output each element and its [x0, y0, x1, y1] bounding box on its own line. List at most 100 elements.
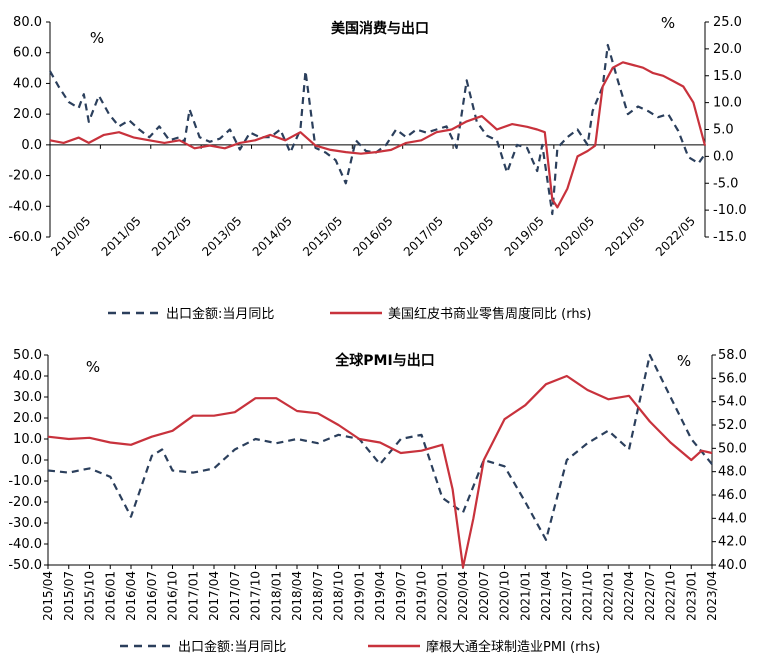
top-right-tick-label: 20.0 [713, 42, 742, 57]
top-right-tick-label: -5.0 [713, 176, 738, 191]
bottom-right-tick-label: 40.0 [718, 558, 747, 573]
top-left-tick-label: 80.0 [13, 15, 42, 30]
top-left-tick-label: -40.0 [8, 199, 42, 214]
legend-redbook-label: 美国红皮书商业零售周度同比 (rhs) [388, 306, 591, 322]
bottom-right-tick-label: 52.0 [718, 418, 747, 433]
top-right-tick-label: 0.0 [713, 149, 734, 164]
top-right-tick-label: -10.0 [713, 203, 747, 218]
bottom-x-tick-label: 2016/04 [124, 571, 138, 621]
bottom-legend: 出口金额:当月同比 摩根大通全球制造业PMI (rhs) [120, 639, 600, 655]
bottom-x-tick-label: 2015/07 [62, 571, 76, 621]
top-right-unit: % [661, 14, 675, 32]
bottom-right-tick-label: 46.0 [718, 488, 747, 503]
bottom-x-tick-label: 2015/10 [83, 571, 97, 621]
bottom-left-tick-label: -20.0 [8, 495, 42, 510]
bottom-x-tick-label: 2022/01 [601, 571, 615, 621]
top-x-tick-label: 2010/05 [48, 214, 93, 259]
top-left-tick-label: 40.0 [13, 76, 42, 91]
bottom-right-tick-label: 58.0 [718, 348, 747, 363]
top-x-tick-label: 2014/05 [250, 214, 295, 259]
bottom-x-tick-label: 2019/04 [373, 571, 387, 621]
bottom-right-tick-label: 42.0 [718, 535, 747, 550]
bottom-x-tick-label: 2018/04 [290, 571, 304, 621]
top-left-unit: % [90, 29, 104, 47]
top-right-tick-label: 10.0 [713, 96, 742, 111]
top-export-series-line [49, 43, 706, 216]
top-x-tick-label: 2018/05 [451, 214, 496, 259]
bottom-x-tick-label: 2020/10 [498, 571, 512, 621]
top-left-tick-label: 20.0 [13, 107, 42, 122]
bottom-x-tick-label: 2019/07 [394, 571, 408, 621]
top-x-tick-label: 2011/05 [99, 214, 144, 259]
bottom-x-tick-label: 2023/01 [684, 571, 698, 621]
top-x-tick-label: 2021/05 [602, 214, 647, 259]
bottom-right-tick-label: 56.0 [718, 371, 747, 386]
bottom-x-tick-label: 2017/07 [228, 571, 242, 621]
bottom-chart-title: 全球PMI与出口 [334, 352, 434, 369]
bottom-x-tick-label: 2021/10 [581, 571, 595, 621]
bottom-left-tick-label: 50.0 [13, 348, 42, 363]
bottom-left-tick-label: 20.0 [13, 411, 42, 426]
top-x-tick-label: 2016/05 [351, 214, 396, 259]
global-pmi-export-chart: 全球PMI与出口 % % 50.0 40.0 30.0 20.0 10.0 0.0 -10.… [8, 348, 747, 621]
top-x-tick-label: 2015/05 [300, 214, 345, 259]
top-x-tick-label: 2020/05 [552, 214, 597, 259]
legend-pmi-label: 摩根大通全球制造业PMI (rhs) [426, 639, 600, 655]
bottom-x-tick-label: 2016/10 [166, 571, 180, 621]
bottom-right-tick-label: 50.0 [718, 441, 747, 456]
bottom-left-tick-label: -30.0 [8, 516, 42, 531]
top-left-tick-label: 60.0 [13, 46, 42, 61]
bottom-left-tick-label: 30.0 [13, 390, 42, 405]
top-x-tick-label: 2022/05 [653, 214, 698, 259]
legend-export-label: 出口金额:当月同比 [166, 306, 274, 322]
bottom-x-tick-label: 2016/01 [103, 571, 117, 621]
bottom-x-tick-label: 2021/01 [518, 571, 532, 621]
bottom-left-tick-label: -50.0 [8, 558, 42, 573]
top-right-tick-label: 15.0 [713, 69, 742, 84]
us-consumption-export-chart: 美国消费与出口 % % 80.0 60.0 40.0 20.0 0.0 -20.0 -40.… [8, 14, 746, 259]
bottom-x-tick-label: 2018/01 [269, 571, 283, 621]
bottom-x-tick-label: 2017/01 [186, 571, 200, 621]
top-x-tick-label: 2017/05 [401, 214, 446, 259]
bottom-x-tick-label: 2022/10 [664, 571, 678, 621]
bottom-x-tick-label: 2020/07 [477, 571, 491, 621]
bottom-x-tick-label: 2020/01 [435, 571, 449, 621]
bottom-right-unit: % [677, 352, 691, 370]
bottom-x-tick-label: 2020/04 [456, 571, 470, 621]
bottom-x-tick-label: 2018/10 [332, 571, 346, 621]
bottom-left-tick-label: 40.0 [13, 369, 42, 384]
top-right-tick-label: -15.0 [713, 230, 747, 245]
bottom-export-series-line [47, 353, 713, 541]
bottom-x-tick-label: 2021/07 [560, 571, 574, 621]
bottom-pmi-series-line [47, 374, 713, 569]
bottom-x-tick-label: 2022/04 [622, 571, 636, 621]
top-legend: 出口金额:当月同比 美国红皮书商业零售周度同比 (rhs) [108, 306, 591, 322]
bottom-x-tick-label: 2019/01 [352, 571, 366, 621]
top-left-tick-label: -20.0 [8, 169, 42, 184]
bottom-left-tick-label: -40.0 [8, 537, 42, 552]
top-x-tick-label: 2013/05 [199, 214, 244, 259]
top-right-tick-label: 5.0 [713, 123, 734, 138]
bottom-x-tick-label: 2017/10 [249, 571, 263, 621]
bottom-x-tick-label: 2018/07 [311, 571, 325, 621]
bottom-x-tick-label: 2021/04 [539, 571, 553, 621]
top-redbook-series-line [49, 61, 707, 209]
bottom-left-unit: % [86, 358, 100, 376]
bottom-left-tick-label: -10.0 [8, 474, 42, 489]
bottom-left-tick-label: 0.0 [21, 453, 42, 468]
top-x-tick-label: 2012/05 [149, 214, 194, 259]
bottom-x-tick-label: 2015/04 [41, 571, 55, 621]
top-x-tick-label: 2019/05 [502, 214, 547, 259]
bottom-x-tick-label: 2022/07 [643, 571, 657, 621]
top-chart-title: 美国消费与出口 [331, 20, 429, 37]
bottom-right-tick-label: 44.0 [718, 511, 747, 526]
bottom-right-tick-label: 54.0 [718, 395, 747, 410]
bottom-x-tick-label: 2019/10 [415, 571, 429, 621]
bottom-left-tick-label: 10.0 [13, 432, 42, 447]
bottom-x-tick-label: 2023/04 [705, 571, 719, 621]
top-left-tick-label: 0.0 [21, 138, 42, 153]
top-right-tick-label: 25.0 [713, 15, 742, 30]
bottom-right-tick-label: 48.0 [718, 465, 747, 480]
bottom-x-tick-label: 2016/07 [145, 571, 159, 621]
